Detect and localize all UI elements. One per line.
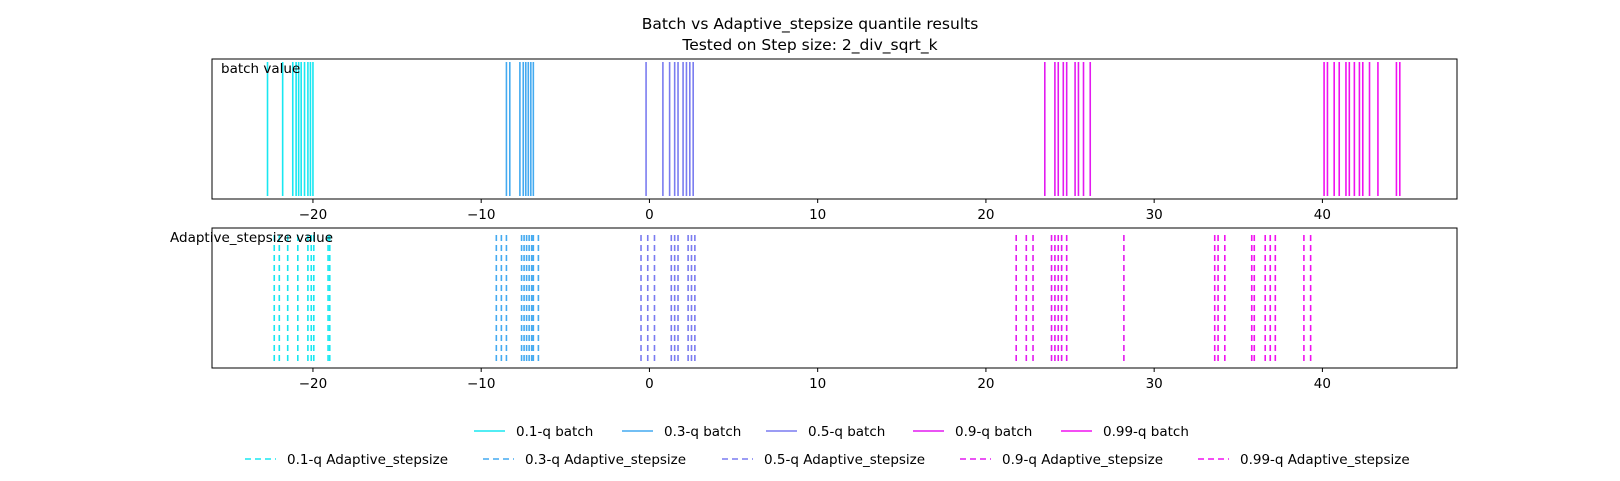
panel-label: batch value [221,61,300,77]
legend-item: 0.9-q batch [913,424,1032,440]
legend-item: 0.99-q Adaptive_stepsize [1198,452,1410,468]
x-tick-label: 40 [1314,207,1331,223]
x-tick-label: 0 [645,207,654,223]
legend-label: 0.99-q Adaptive_stepsize [1240,452,1410,468]
legend-item: 0.99-q batch [1061,424,1189,440]
legend-item: 0.5-q batch [766,424,885,440]
event-series [495,235,540,361]
x-tick-label: 30 [1146,207,1163,223]
legend-item: 0.1-q Adaptive_stepsize [245,452,448,468]
chart-subtitle: Tested on Step size: 2_div_sqrt_k [681,36,937,55]
event-series [273,235,331,361]
legend-label: 0.99-q batch [1103,424,1189,440]
legend-label: 0.9-q Adaptive_stepsize [1002,452,1163,468]
legend-label: 0.9-q batch [955,424,1032,440]
legend-item: 0.9-q Adaptive_stepsize [960,452,1163,468]
legend-item: 0.5-q Adaptive_stepsize [722,452,925,468]
axes-frame [211,58,1458,200]
legend-label: 0.1-q batch [516,424,593,440]
x-tick-label: 10 [809,376,826,392]
x-tick-label: 20 [977,207,994,223]
x-tick-label: 20 [977,376,994,392]
legend-label: 0.5-q batch [808,424,885,440]
event-series [1213,235,1312,361]
axes-frame [211,227,1458,369]
x-tick-label: 0 [645,376,654,392]
legend-label: 0.5-q Adaptive_stepsize [764,452,925,468]
legend-label: 0.1-q Adaptive_stepsize [287,452,448,468]
event-series [645,62,694,196]
chart-title: Batch vs Adaptive_stepsize quantile resu… [642,15,979,34]
x-tick-label: 40 [1314,376,1331,392]
legend-item: 0.3-q batch [622,424,741,440]
event-series [1044,62,1092,196]
x-tick-label: −10 [467,376,496,392]
legend-item: 0.3-q Adaptive_stepsize [483,452,686,468]
x-tick-label: 10 [809,207,826,223]
chart-legend: 0.1-q batch 0.3-q batch 0.5-q batch 0.9-q b… [245,424,1410,468]
event-series [1015,235,1125,361]
x-tick-label: 30 [1146,376,1163,392]
legend-label: 0.3-q batch [664,424,741,440]
panel-adaptive-stepsize: −20 −10 0 10 20 30 40 Adaptive_stepsize value [170,227,1458,392]
panel-batch: −20 −10 0 10 20 30 40 batch value [211,58,1458,223]
panel-label: Adaptive_stepsize value [170,230,333,246]
event-series [1323,62,1401,196]
x-tick-label: −20 [299,376,328,392]
event-series [505,62,535,196]
event-series [640,235,696,361]
chart-panels: −20 −10 0 10 20 30 40 batch value −20 −10 0 10 20 30 4… [170,58,1458,392]
x-tick-label: −20 [299,207,328,223]
x-tick-label: −10 [467,207,496,223]
legend-label: 0.3-q Adaptive_stepsize [525,452,686,468]
event-series [266,62,314,196]
legend-item: 0.1-q batch [474,424,593,440]
